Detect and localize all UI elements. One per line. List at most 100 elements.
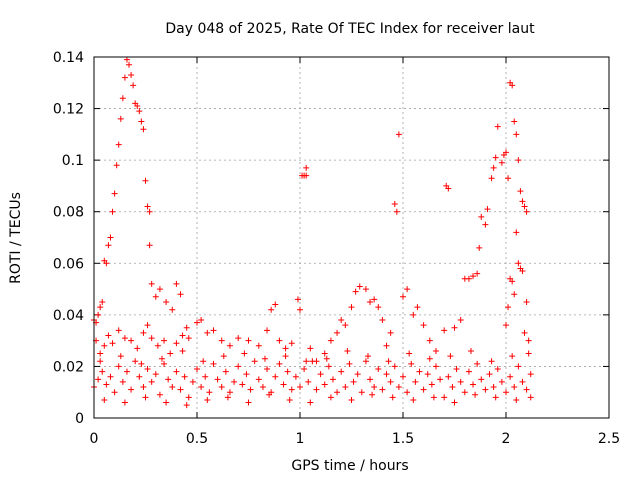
y-axis-label: ROTI / TECUs (8, 192, 24, 284)
data-point (123, 56, 130, 63)
data-point (117, 115, 124, 122)
data-point (420, 386, 427, 393)
data-point (507, 373, 514, 380)
data-point (385, 358, 392, 365)
data-point (239, 381, 246, 388)
data-point (420, 322, 427, 329)
data-point (515, 260, 522, 267)
data-point (412, 378, 419, 385)
data-point (130, 82, 137, 89)
data-point (474, 360, 481, 367)
data-point (482, 386, 489, 393)
grid-lines (94, 57, 609, 418)
data-point (503, 389, 509, 396)
data-point (317, 371, 324, 378)
data-point (268, 306, 275, 313)
data-point (348, 304, 355, 311)
plot-frame (93, 56, 610, 419)
data-point (465, 275, 472, 282)
data-point (515, 363, 522, 370)
data-point (119, 95, 126, 102)
data-point (303, 358, 310, 365)
data-point (181, 373, 188, 380)
data-point (255, 376, 262, 383)
data-point (470, 381, 477, 388)
data-point (276, 360, 283, 367)
data-point (414, 304, 421, 311)
data-point (307, 399, 314, 406)
data-point (121, 335, 128, 342)
data-point (391, 363, 398, 370)
data-point (451, 399, 458, 406)
data-point (226, 342, 233, 349)
data-point (430, 394, 437, 401)
data-point (404, 286, 411, 293)
data-point (142, 177, 149, 184)
data-point (194, 366, 200, 373)
data-point (218, 384, 225, 391)
data-point (259, 384, 266, 391)
data-point (97, 358, 104, 365)
data-point (509, 353, 516, 360)
data-point (101, 396, 108, 403)
data-point (297, 384, 303, 391)
data-point (179, 332, 186, 339)
data-point (148, 335, 155, 342)
data-point (505, 175, 512, 182)
data-point (476, 244, 483, 251)
data-point (144, 203, 151, 210)
data-point (494, 366, 501, 373)
data-point (169, 384, 176, 391)
data-point (173, 368, 180, 375)
data-point (346, 360, 353, 367)
data-point (179, 347, 186, 354)
data-point (424, 371, 431, 378)
data-point (165, 376, 172, 383)
data-point (371, 296, 378, 303)
y-tick-label: 0.06 (53, 256, 84, 272)
data-point (313, 386, 320, 393)
data-point (245, 337, 252, 344)
data-point (185, 335, 192, 342)
data-point (513, 396, 520, 403)
data-point (505, 304, 512, 311)
data-point (226, 389, 233, 396)
data-point (445, 185, 452, 192)
data-point (109, 208, 116, 215)
data-point (523, 208, 530, 215)
data-point (103, 381, 110, 388)
data-point (156, 286, 163, 293)
data-point (206, 389, 213, 396)
data-point (395, 131, 402, 138)
data-point (272, 373, 279, 380)
y-tick-label: 0.12 (53, 102, 84, 118)
data-point (303, 172, 310, 179)
data-point (334, 329, 341, 336)
data-point (247, 386, 254, 393)
data-point (503, 322, 509, 329)
data-point (375, 304, 382, 311)
data-point (488, 358, 495, 365)
data-point (358, 389, 365, 396)
data-point (387, 378, 394, 385)
data-point (194, 319, 200, 326)
data-point (391, 200, 398, 207)
data-point (416, 368, 423, 375)
data-point (163, 399, 170, 406)
data-point (348, 396, 355, 403)
data-point (519, 198, 526, 205)
data-point (513, 229, 520, 236)
data-point (379, 317, 386, 324)
data-point (525, 337, 532, 344)
data-points (91, 56, 534, 409)
x-tick-label: 2.5 (598, 431, 620, 447)
data-point (352, 288, 359, 295)
data-point (362, 358, 369, 365)
data-point (408, 360, 415, 367)
data-point (134, 102, 141, 109)
data-point (210, 327, 217, 334)
data-point (173, 280, 180, 287)
data-point (200, 358, 207, 365)
